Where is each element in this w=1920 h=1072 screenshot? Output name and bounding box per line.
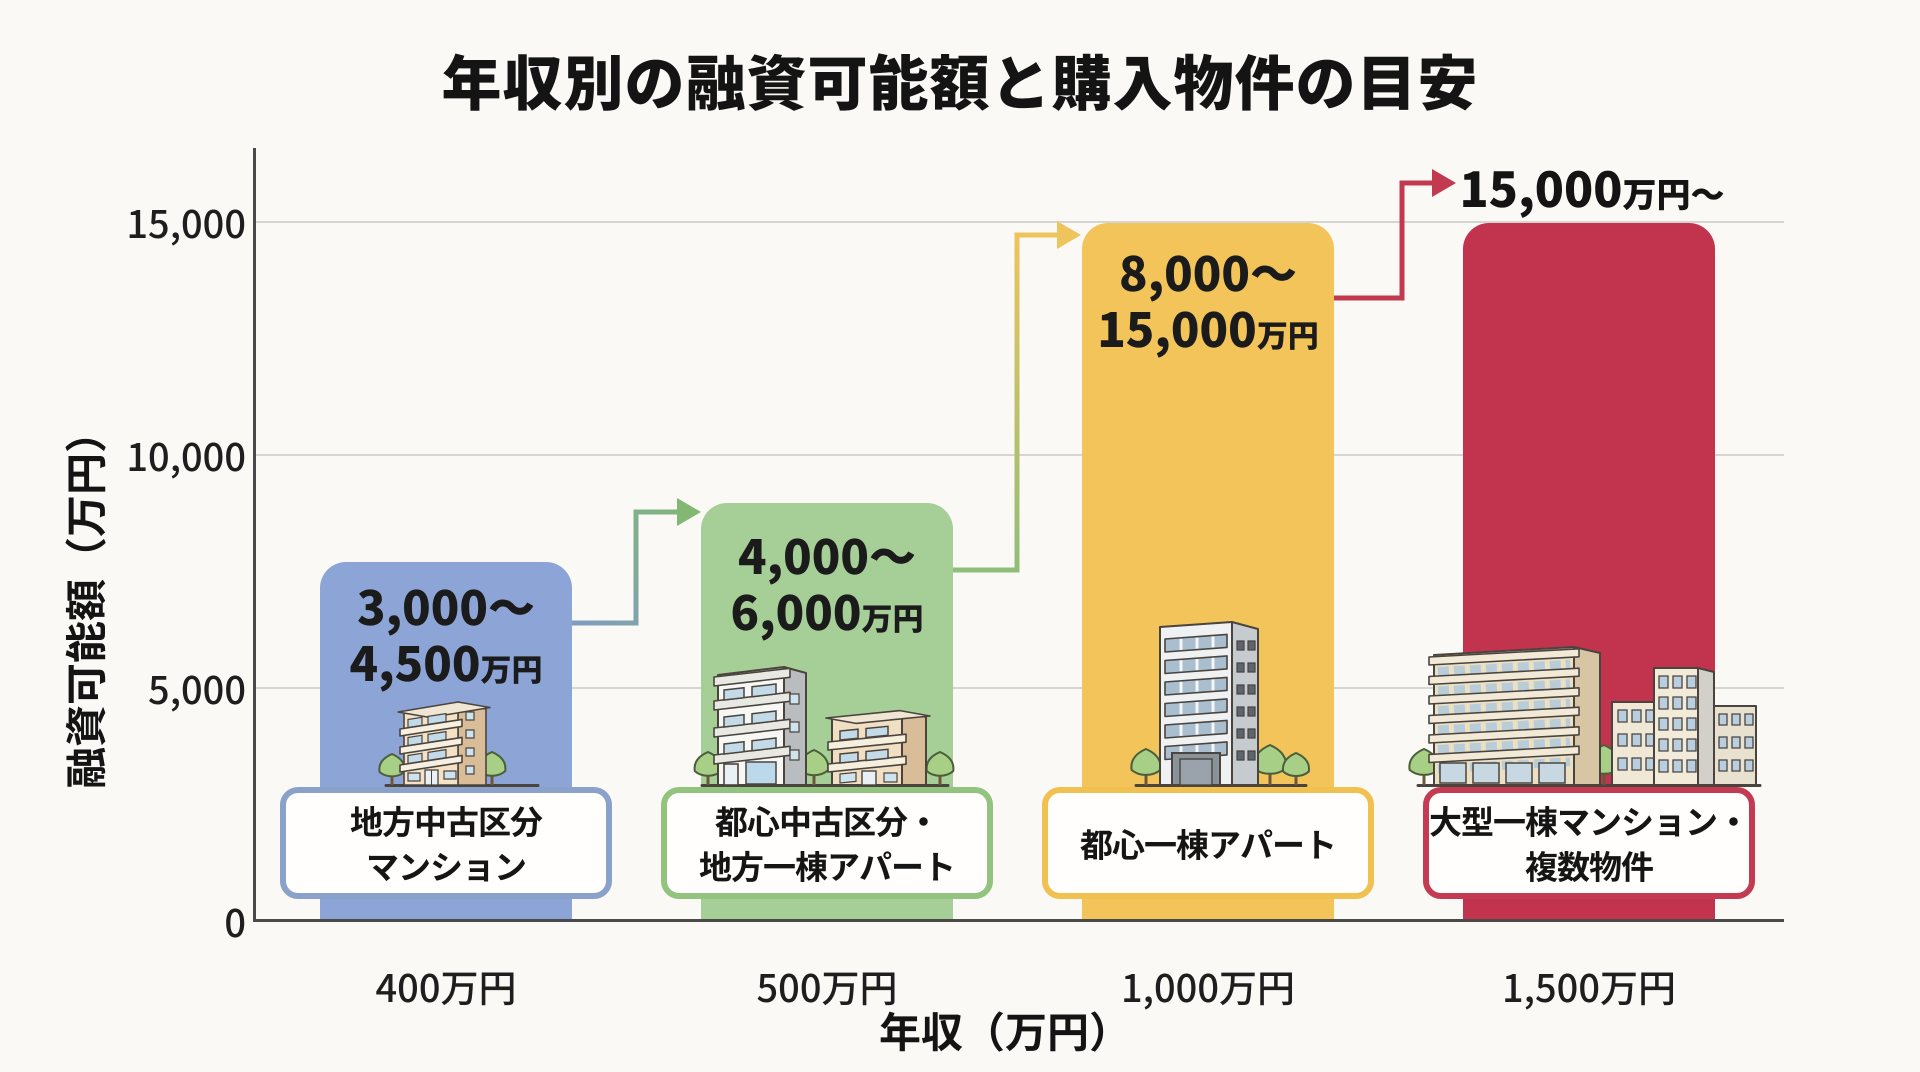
y-tick-label: 5,000: [148, 660, 246, 715]
bar-2-value-label: 4,000〜 6,000万円: [701, 526, 953, 645]
arrow-1: [572, 498, 701, 626]
loan-range-line2: 6,000万円: [701, 582, 953, 645]
property-line1: 大型一棟マンション・: [1429, 796, 1750, 844]
property-line2: マンション: [366, 841, 527, 889]
unit-suffix: 万円: [1256, 311, 1319, 356]
bar-4-value-annotation: 15,000万円〜: [1459, 160, 1724, 219]
property-label-box-4: 大型一棟マンション・ 複数物件: [1423, 787, 1755, 899]
x-axis-title: 年収（万円）: [878, 999, 1132, 1061]
property-label-box-1: 地方中古区分 マンション: [280, 787, 612, 899]
loan-range-line2: 4,500万円: [320, 633, 572, 696]
loan-range-value: 15,000: [1097, 292, 1257, 361]
arrowhead-icon: [1432, 169, 1456, 197]
loan-range-line1: 3,000〜: [357, 570, 535, 639]
unit-suffix: 万円: [480, 645, 543, 690]
bar-1-value-label: 3,000〜 4,500万円: [320, 577, 572, 696]
x-tick-label: 1,500万円: [1502, 958, 1676, 1013]
y-tick-label: 0: [224, 893, 246, 948]
property-line2: 地方一棟アパート: [699, 841, 956, 889]
loan-range-value: 4,500: [349, 626, 481, 695]
property-label-box-2: 都心中古区分・ 地方一棟アパート: [661, 787, 993, 899]
arrow-shaft: [1334, 180, 1434, 301]
property-label-box-3: 都心一棟アパート: [1042, 787, 1374, 899]
loan-range-value: 6,000: [730, 575, 862, 644]
y-tick-label: 15,000: [126, 194, 246, 249]
property-line2: 複数物件: [1525, 841, 1654, 889]
loan-range-line2: 15,000万円: [1082, 299, 1334, 362]
arrowhead-icon: [1057, 221, 1081, 249]
arrow-shaft: [572, 509, 678, 626]
unit-suffix: 万円: [861, 594, 924, 639]
x-tick-label: 500万円: [756, 958, 898, 1013]
arrow-2: [953, 221, 1081, 573]
annotation-value: 15,000: [1459, 151, 1623, 221]
arrow-shaft: [953, 232, 1059, 573]
loan-range-line1: 4,000〜: [738, 519, 916, 588]
bar-3-value-label: 8,000〜 15,000万円: [1082, 243, 1334, 362]
x-tick-label: 400万円: [375, 958, 517, 1013]
property-line1: 都心中古区分・: [715, 796, 940, 844]
loan-range-line1: 8,000〜: [1119, 236, 1297, 305]
unit-suffix: 万円〜: [1622, 168, 1725, 217]
x-tick-label: 1,000万円: [1121, 958, 1295, 1013]
chart-title: 年収別の融資可能額と購入物件の目安: [441, 36, 1479, 123]
property-line1: 都心一棟アパート: [1080, 818, 1337, 867]
arrowhead-icon: [677, 498, 701, 526]
property-line1: 地方中古区分: [350, 796, 543, 844]
y-tick-label: 10,000: [126, 427, 246, 482]
arrow-3: [1334, 169, 1456, 301]
